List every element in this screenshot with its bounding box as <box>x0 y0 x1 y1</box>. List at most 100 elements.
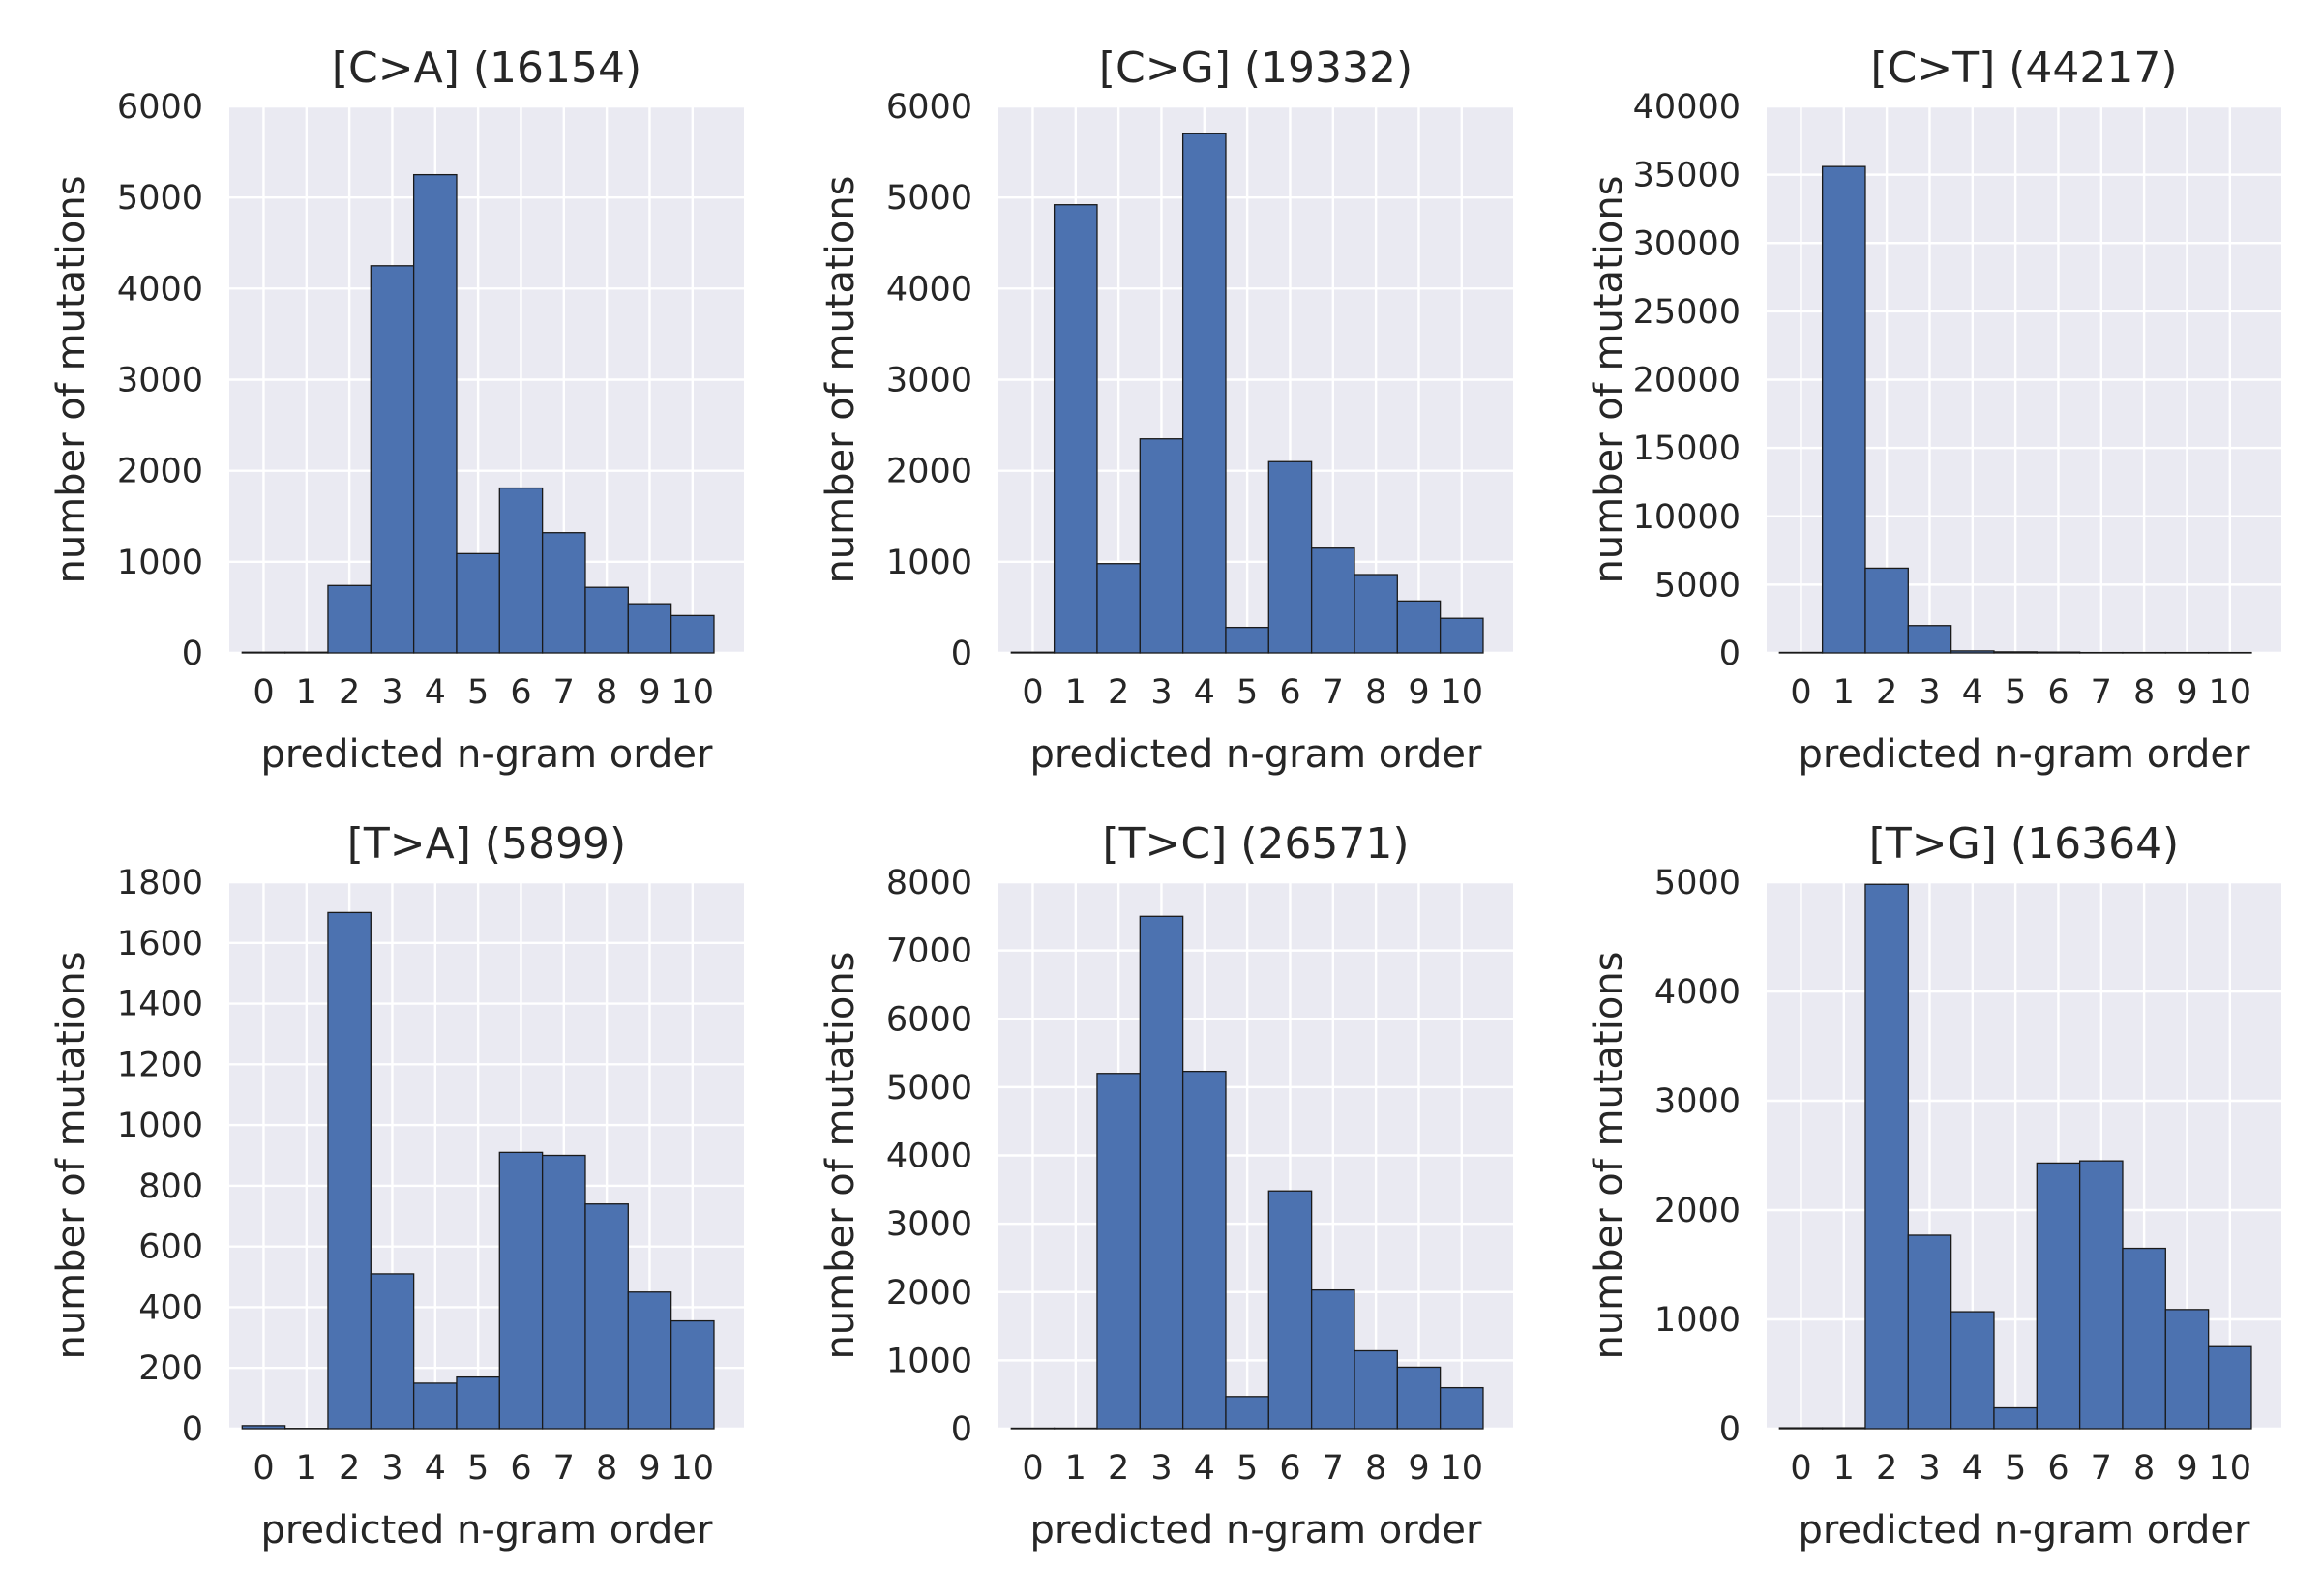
x-tick-label: 5 <box>467 1449 489 1488</box>
x-tick-label: 7 <box>553 1449 575 1488</box>
x-tick-label: 8 <box>596 1449 617 1488</box>
histogram-bar <box>1778 1427 1824 1430</box>
histogram-bar <box>1354 574 1398 654</box>
y-tick-label: 1000 <box>1654 1301 1741 1340</box>
y-tick-label: 0 <box>951 635 972 673</box>
histogram-bar <box>370 265 415 654</box>
x-tick-label: 7 <box>1323 673 1344 712</box>
x-tick-label: 6 <box>510 1449 531 1488</box>
x-tick-label: 8 <box>2133 673 2155 712</box>
y-tick-label: 3000 <box>1654 1082 1741 1121</box>
x-tick-label: 9 <box>1408 1449 1429 1488</box>
histogram-bar <box>541 1154 586 1430</box>
x-axis-label: predicted n-gram order <box>1030 1508 1482 1552</box>
x-tick-label: 0 <box>1022 673 1043 712</box>
histogram-bar <box>541 532 586 654</box>
x-tick-label: 0 <box>1022 1449 1043 1488</box>
x-tick-label: 0 <box>253 673 274 712</box>
y-tick-label: 5000 <box>886 179 972 218</box>
histogram-bar <box>1096 563 1141 654</box>
histogram-bar <box>1053 1427 1098 1430</box>
y-tick-label: 3000 <box>886 1205 972 1244</box>
chart-title: [C>G] (19332) <box>1099 44 1413 93</box>
x-tick-label: 7 <box>2091 1449 2112 1488</box>
x-tick-label: 5 <box>1236 673 1258 712</box>
histogram-bar <box>1778 651 1824 654</box>
x-tick-label: 3 <box>1150 673 1172 712</box>
histogram-bar <box>1139 438 1184 654</box>
x-tick-label: 4 <box>1962 673 1983 712</box>
x-tick-label: 5 <box>467 673 489 712</box>
histogram-bar <box>456 552 500 654</box>
x-tick-label: 10 <box>2209 1449 2252 1488</box>
y-tick-label: 2000 <box>886 453 972 491</box>
histogram-bar <box>1864 567 1909 654</box>
chart-title: [C>A] (16154) <box>332 44 641 93</box>
histogram-bar <box>1864 883 1909 1430</box>
histogram-bar <box>2036 1162 2081 1430</box>
histogram-bar <box>1993 651 2038 654</box>
histogram-bar <box>1439 1386 1484 1430</box>
x-tick-label: 6 <box>2047 1449 2069 1488</box>
histogram-bar <box>670 614 715 654</box>
x-axis-label: predicted n-gram order <box>1799 732 2250 777</box>
histogram-bar <box>498 1151 544 1430</box>
x-axis-label: predicted n-gram order <box>261 1508 713 1552</box>
histogram-bar <box>1053 204 1098 654</box>
x-tick-label: 6 <box>1279 1449 1300 1488</box>
y-tick-label: 1000 <box>117 1107 203 1145</box>
histogram-bar <box>1010 1427 1056 1430</box>
histogram-bar <box>1010 651 1056 654</box>
x-tick-label: 8 <box>1365 1449 1386 1488</box>
chart-title: [C>T] (44217) <box>1870 44 2177 93</box>
y-tick-label: 4000 <box>886 270 972 309</box>
x-tick-label: 10 <box>1441 673 1484 712</box>
chart-panel-2: 0 5000 10000 15000 20000 25000 30000 35000 40000… <box>1587 44 2281 777</box>
histogram-bar <box>1396 600 1442 654</box>
histogram-bar <box>327 911 372 1430</box>
histogram-bar <box>2122 1247 2166 1430</box>
histogram-bar <box>584 586 629 654</box>
y-tick-label: 40000 <box>1633 88 1741 127</box>
x-tick-label: 0 <box>1790 673 1811 712</box>
x-tick-label: 6 <box>510 673 531 712</box>
histogram-bar <box>1907 625 1952 654</box>
x-tick-label: 0 <box>253 1449 274 1488</box>
x-tick-label: 5 <box>2005 1449 2026 1488</box>
y-tick-label: 600 <box>138 1228 203 1267</box>
histogram-bar <box>412 1382 458 1430</box>
x-tick-label: 1 <box>1833 1449 1855 1488</box>
y-tick-label: 0 <box>182 1410 203 1449</box>
y-axis-label: number of mutations <box>1587 951 1631 1359</box>
histogram-bar <box>370 1273 415 1430</box>
y-tick-label: 1600 <box>117 925 203 963</box>
y-tick-label: 800 <box>138 1167 203 1206</box>
histogram-bar <box>1096 1073 1141 1430</box>
y-tick-label: 0 <box>182 635 203 673</box>
y-tick-label: 2000 <box>117 453 203 491</box>
y-tick-label: 200 <box>138 1349 203 1388</box>
y-tick-label: 1400 <box>117 986 203 1024</box>
x-tick-label: 7 <box>2091 673 2112 712</box>
x-tick-label: 3 <box>1919 673 1940 712</box>
x-tick-label: 4 <box>425 1449 446 1488</box>
histogram-bar <box>2078 1160 2124 1430</box>
y-tick-label: 2000 <box>886 1274 972 1313</box>
y-tick-label: 5000 <box>886 1069 972 1108</box>
x-tick-label: 8 <box>1365 673 1386 712</box>
histogram-bar <box>2036 651 2081 654</box>
x-tick-label: 5 <box>1236 1449 1258 1488</box>
x-tick-label: 6 <box>2047 673 2069 712</box>
y-tick-label: 0 <box>1719 635 1741 673</box>
y-axis-label: number of mutations <box>819 175 863 583</box>
histogram-bar <box>1354 1349 1398 1430</box>
y-tick-label: 5000 <box>117 179 203 218</box>
x-tick-label: 2 <box>1876 1449 1897 1488</box>
histogram-bar <box>1310 1288 1355 1430</box>
histogram-bar <box>327 584 372 654</box>
chart-title: [T>G] (16364) <box>1869 819 2179 869</box>
